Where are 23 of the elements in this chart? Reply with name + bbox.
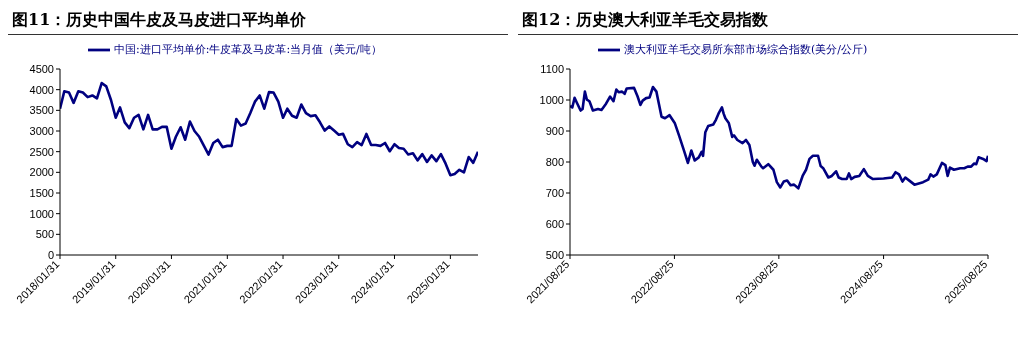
y-tick-label: 3000	[29, 124, 54, 137]
chart-title: 图11：历史中国牛皮及马皮进口平均单价	[8, 8, 508, 35]
y-tick-label: 700	[545, 186, 564, 199]
y-tick-label: 2500	[29, 145, 54, 158]
y-tick-label: 800	[545, 155, 564, 168]
line-series	[60, 81, 478, 177]
y-tick-label: 1500	[29, 186, 54, 199]
y-tick-label: 0	[47, 248, 54, 261]
y-tick-label: 4500	[29, 62, 54, 75]
y-tick-label: 500	[35, 228, 54, 241]
line-series	[570, 85, 988, 190]
y-tick-label: 1100	[540, 62, 564, 75]
y-tick-label: 4000	[29, 83, 54, 96]
y-tick-label: 900	[545, 124, 564, 137]
y-tick-label: 1000	[29, 207, 54, 220]
y-tick-label: 1000	[539, 93, 564, 106]
y-tick-label: 2000	[29, 166, 54, 179]
legend-label: 澳大利亚羊毛交易所东部市场综合指数(美分/公斤)	[624, 43, 868, 56]
y-tick-label: 600	[545, 217, 564, 230]
legend-label: 中国:进口平均单价:牛皮革及马皮革:当月值（美元/吨）	[114, 43, 382, 56]
chart-title: 图12：历史澳大利亚羊毛交易指数	[518, 8, 1018, 35]
y-tick-label: 3500	[29, 104, 54, 117]
y-tick-label: 500	[545, 248, 564, 261]
